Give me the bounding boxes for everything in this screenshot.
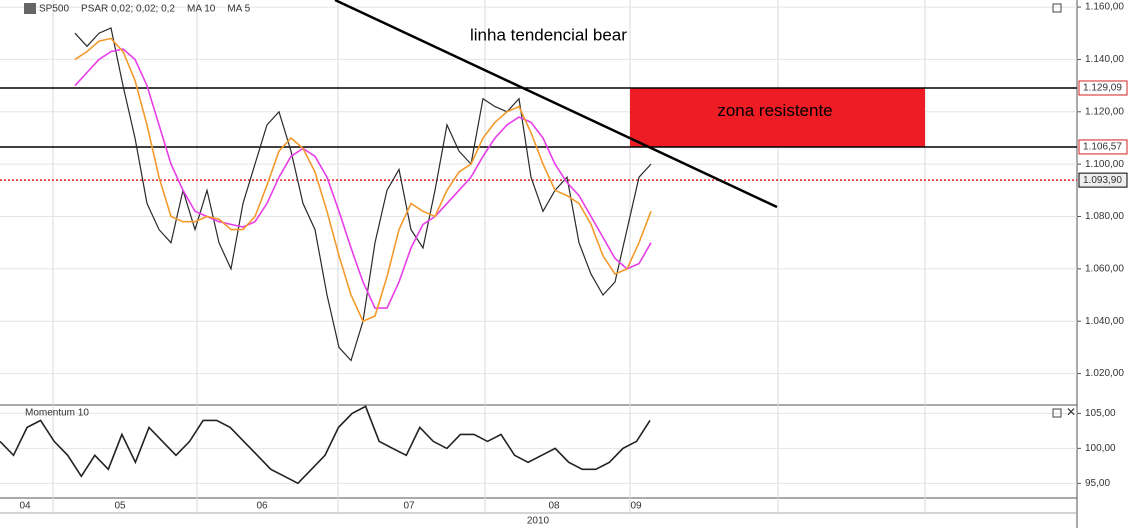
indicator-label: PSAR 0,02; 0,02; 0,2 (81, 4, 175, 15)
x-tick-label: 07 (403, 501, 415, 512)
zone-label: zona resistente (717, 101, 832, 120)
symbol-icon (24, 3, 36, 14)
y-tick-label: 95,00 (1085, 478, 1110, 489)
x-tick-label: 06 (256, 501, 268, 512)
series-line (74, 48, 652, 309)
y-tick-label: 1.160,00 (1085, 2, 1124, 13)
level-box (1078, 172, 1128, 188)
y-tick-label: 1.100,00 (1085, 159, 1124, 170)
y-tick-label: 1.140,00 (1085, 54, 1124, 65)
level-box (1078, 80, 1128, 96)
x-tick-label: 04 (19, 501, 31, 512)
y-tick-label: 100,00 (1085, 443, 1116, 454)
maximize-button[interactable] (1052, 3, 1062, 13)
resistance-zone (630, 87, 925, 147)
maximize-button[interactable] (1052, 408, 1062, 418)
y-tick-label: 1.080,00 (1085, 211, 1124, 222)
level-label: 1.093,90 (1083, 175, 1122, 186)
x-tick-label: 08 (548, 501, 560, 512)
y-tick-label: 1.060,00 (1085, 264, 1124, 275)
y-tick-label: 1.020,00 (1085, 368, 1124, 379)
series-line (0, 405, 651, 485)
trend-line (334, 0, 778, 209)
level-box (1078, 139, 1128, 155)
trend-label: linha tendencial bear (470, 25, 627, 44)
x-tick-label: 09 (630, 501, 642, 512)
x-year-label: 2010 (527, 516, 550, 527)
legend-entry: MA 5 (227, 4, 250, 15)
close-button[interactable]: ✕ (1066, 405, 1076, 419)
level-label: 1.106,57 (1083, 142, 1122, 153)
level-label: 1.129,09 (1083, 83, 1122, 94)
x-tick-label: 05 (114, 501, 126, 512)
series-line (74, 37, 652, 323)
legend-entry: MA 10 (187, 4, 216, 15)
y-tick-label: 105,00 (1085, 408, 1116, 419)
y-tick-label: 1.040,00 (1085, 316, 1124, 327)
y-tick-label: 1.120,00 (1085, 106, 1124, 117)
panel-title: Momentum 10 (25, 408, 89, 419)
legend-entry: SP500 (39, 4, 69, 15)
